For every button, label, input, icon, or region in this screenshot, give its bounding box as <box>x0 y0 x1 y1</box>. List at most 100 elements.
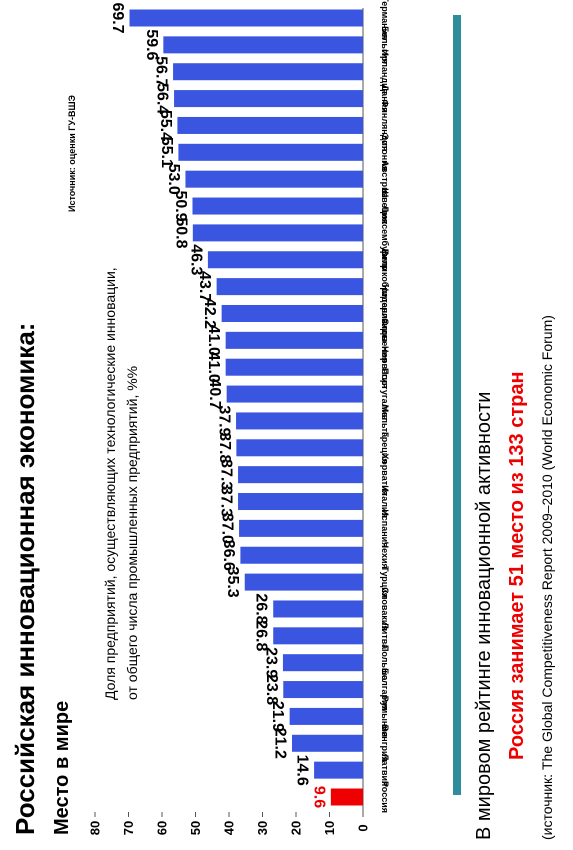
value-label: 41.0 <box>205 352 222 383</box>
category-label: Нидерланды <box>380 285 390 343</box>
category-label: Испания <box>380 509 390 547</box>
value-label: 26.8 <box>253 593 270 624</box>
category-label: Дания <box>380 85 390 113</box>
value-label: 23.8 <box>263 674 280 705</box>
category-label: Финляндия <box>380 100 390 152</box>
category-label: Бельгия <box>380 26 390 63</box>
value-label: 35.3 <box>224 567 241 598</box>
value-label: 21.9 <box>269 701 286 732</box>
bar <box>178 143 363 161</box>
category-label: Швеция <box>380 188 390 224</box>
category-label: Португалия <box>380 368 390 420</box>
value-label: 21.2 <box>271 728 288 759</box>
category-label: Эстония <box>380 134 390 171</box>
bar <box>239 519 363 537</box>
bar <box>236 412 363 430</box>
bar <box>283 681 363 699</box>
value-label: 53.0 <box>165 164 182 195</box>
value-label: 9.6 <box>310 786 327 808</box>
bar <box>225 358 363 376</box>
value-label: 37.9 <box>216 405 233 436</box>
bar <box>174 90 363 108</box>
value-label: 37.0 <box>219 513 236 544</box>
bar <box>289 707 363 725</box>
bar <box>221 304 363 322</box>
y-tick-label: 60 <box>155 821 170 835</box>
bar <box>226 385 363 403</box>
category-label: Румыния <box>380 696 390 737</box>
category-label: Ирландия <box>380 50 390 94</box>
axis-label: от общего числа промышленных предприятий… <box>124 366 140 700</box>
divider-bar <box>453 15 461 795</box>
bar <box>244 573 363 591</box>
chart-subtitle: Место в мире <box>51 701 73 835</box>
value-label: 46.3 <box>187 244 204 275</box>
footer-highlight: Россия занимает 51 место из 133 стран <box>506 371 528 760</box>
category-label: Греция <box>380 432 390 464</box>
value-label: 23.9 <box>262 647 279 678</box>
category-label: Польша <box>380 645 390 681</box>
bar <box>236 439 363 457</box>
bar <box>238 466 363 484</box>
value-label: 55.1 <box>158 137 175 168</box>
y-tick-label: 80 <box>88 821 103 835</box>
category-label: Мальта <box>380 405 390 438</box>
category-label: Венгрия <box>380 725 390 762</box>
category-label: Кипр <box>380 249 390 271</box>
bar <box>185 170 363 188</box>
category-label: Россия <box>380 781 390 813</box>
category-label: Хорватия <box>380 453 390 496</box>
value-label: 50.9 <box>172 190 189 221</box>
value-label: 50.8 <box>172 217 189 248</box>
value-label: 37.3 <box>218 459 235 490</box>
y-tick-label: 10 <box>322 821 337 835</box>
bar <box>273 600 363 618</box>
bar <box>291 734 363 752</box>
category-label: Великобритания <box>380 249 390 324</box>
value-label: 36.6 <box>220 540 237 571</box>
value-label: 26.8 <box>253 620 270 651</box>
bar <box>192 197 363 215</box>
bar <box>192 224 363 242</box>
y-tick-label: 0 <box>356 824 371 831</box>
category-label: Турция <box>380 566 390 598</box>
category-label: Латвия <box>380 754 390 786</box>
source-note: Источник: оценки ГУ-ВШЭ <box>67 95 77 212</box>
value-label: 14.6 <box>294 755 311 786</box>
bar <box>173 63 363 81</box>
category-label: Австрия <box>380 160 390 198</box>
value-label: 42.2 <box>201 298 218 329</box>
bar <box>225 331 363 349</box>
footer-text: В мировом рейтинге инновационной активно… <box>473 392 495 840</box>
bar <box>129 9 363 27</box>
axis-label: Доля предприятий, осуществляющих техноло… <box>102 267 118 700</box>
category-label: Болгария <box>380 668 390 711</box>
y-tick-label: 40 <box>222 821 237 835</box>
bar <box>282 654 363 672</box>
bar <box>177 116 363 134</box>
value-label: 59.6 <box>143 29 160 60</box>
value-label: 43.7 <box>196 271 213 302</box>
bar <box>216 278 363 296</box>
footer-source: (источник: The Global Competitiveness Re… <box>539 315 555 840</box>
category-label: Норвегия <box>380 346 390 388</box>
value-label: 56.4 <box>154 83 171 114</box>
value-label: 55.4 <box>157 110 174 141</box>
value-label: 56.7 <box>153 56 170 87</box>
bar <box>240 546 363 564</box>
category-label: Италия <box>380 485 390 517</box>
y-tick-label: 30 <box>255 821 270 835</box>
chart-title: Российская инновационная экономика: <box>10 323 40 835</box>
value-label: 37.3 <box>218 486 235 517</box>
bar <box>207 251 363 269</box>
category-label: Литва <box>380 622 390 650</box>
y-tick-label: 20 <box>289 821 304 835</box>
y-tick-label: 50 <box>188 821 203 835</box>
y-tick-label: 70 <box>121 821 136 835</box>
category-label: Словения <box>380 318 390 362</box>
category-label: Люксембург <box>380 206 390 261</box>
bar <box>163 36 363 54</box>
category-label: Германия <box>380 0 390 39</box>
value-label: 37.8 <box>216 432 233 463</box>
